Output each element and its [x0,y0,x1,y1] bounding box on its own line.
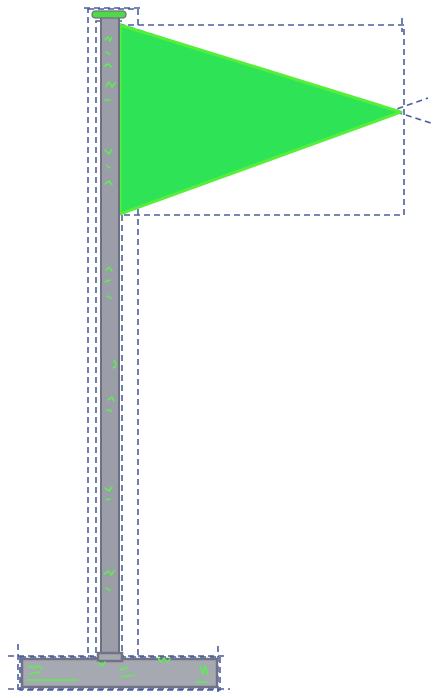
pole-scribble-7 [104,486,113,501]
base-scribble-4 [195,665,209,683]
pole-scribble-1 [103,36,113,68]
pole-scribble-8 [103,570,115,591]
base-scribble-3 [157,657,171,663]
pole-base-collar [96,651,124,663]
pole-cap [91,10,127,19]
flag-pennant [118,23,403,216]
pole-outer-guide-box [87,8,139,662]
pole-scribble-5 [112,359,117,369]
base-scribbles [26,657,209,683]
flag-guide-box [117,24,405,216]
pole-scribble-2 [104,81,116,101]
pole-scribble-3 [104,148,113,186]
base-scribble-2 [97,661,135,678]
flag-pole [100,15,120,663]
pole-scribbles [103,36,117,591]
base-scribble-1 [26,665,78,681]
pole-scribble-6 [106,396,115,412]
pole-scribble-4 [104,266,113,299]
flag-tip-extension-line [387,97,429,113]
pole-base [20,657,219,689]
